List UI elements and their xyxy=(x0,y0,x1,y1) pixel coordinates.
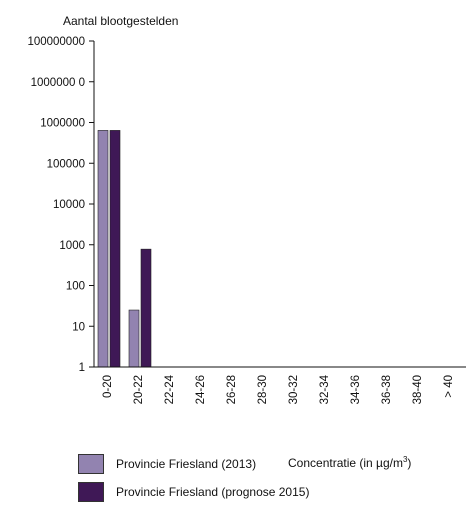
y-tick-label: 100000000 xyxy=(27,36,85,48)
legend-label-2013: Provincie Friesland (2013) xyxy=(116,457,257,471)
y-tick-label: 1000000 xyxy=(40,118,85,130)
y-tick-label: 1000 xyxy=(59,240,85,252)
x-axis-title: Concentratie (in µg/m3) xyxy=(288,455,411,470)
x-tick-label: 36-38 xyxy=(381,375,393,404)
x-tick-label: 24-26 xyxy=(195,375,207,404)
y-tick-label: 1 xyxy=(79,362,85,374)
x-tick-label: 30-32 xyxy=(288,375,300,404)
x-tick-label: 0-20 xyxy=(102,375,114,398)
legend-item-2013: Provincie Friesland (2013) xyxy=(78,452,309,476)
y-tick-label: 100000 xyxy=(47,158,85,170)
legend-swatch-2013 xyxy=(78,454,104,474)
y-tick-label: 10 xyxy=(72,321,85,333)
y-axis-ticks: 1 10 100 1000 10000 100000 1000000 1000000 0 100… xyxy=(27,36,94,374)
x-tick-label: > 40 xyxy=(443,375,455,398)
x-tick-label: 34-36 xyxy=(350,375,362,404)
x-tick-label: 26-28 xyxy=(226,375,238,404)
legend-item-2015: Provincie Friesland (prognose 2015) xyxy=(78,480,309,504)
x-axis-ticks: 0-20 20-22 22-24 24-26 26-28 28-30 30-32 32-34 3… xyxy=(102,374,455,404)
y-tick-label: 10000 xyxy=(53,199,85,211)
legend-swatch-2015 xyxy=(78,482,104,502)
x-tick-label: 22-24 xyxy=(164,374,176,404)
legend-label-2015: Provincie Friesland (prognose 2015) xyxy=(116,485,310,499)
y-tick-label: 100 xyxy=(66,281,85,293)
bar-20-22-series-0 xyxy=(128,309,140,368)
y-axis-title: Aantal blootgestelden xyxy=(63,14,178,28)
legend: Provincie Friesland (2013) Provincie Fri… xyxy=(78,452,309,508)
bar-20-22-series-1 xyxy=(140,248,152,368)
x-tick-label: 20-22 xyxy=(133,375,145,404)
bar-0-20-series-1 xyxy=(109,130,121,368)
x-tick-label: 38-40 xyxy=(412,375,424,404)
bar-0-20-series-0 xyxy=(97,130,109,368)
x-tick-label: 32-34 xyxy=(319,374,331,404)
bars xyxy=(97,130,152,368)
x-tick-label: 28-30 xyxy=(257,375,269,404)
y-tick-label: 1000000 0 xyxy=(31,77,85,89)
